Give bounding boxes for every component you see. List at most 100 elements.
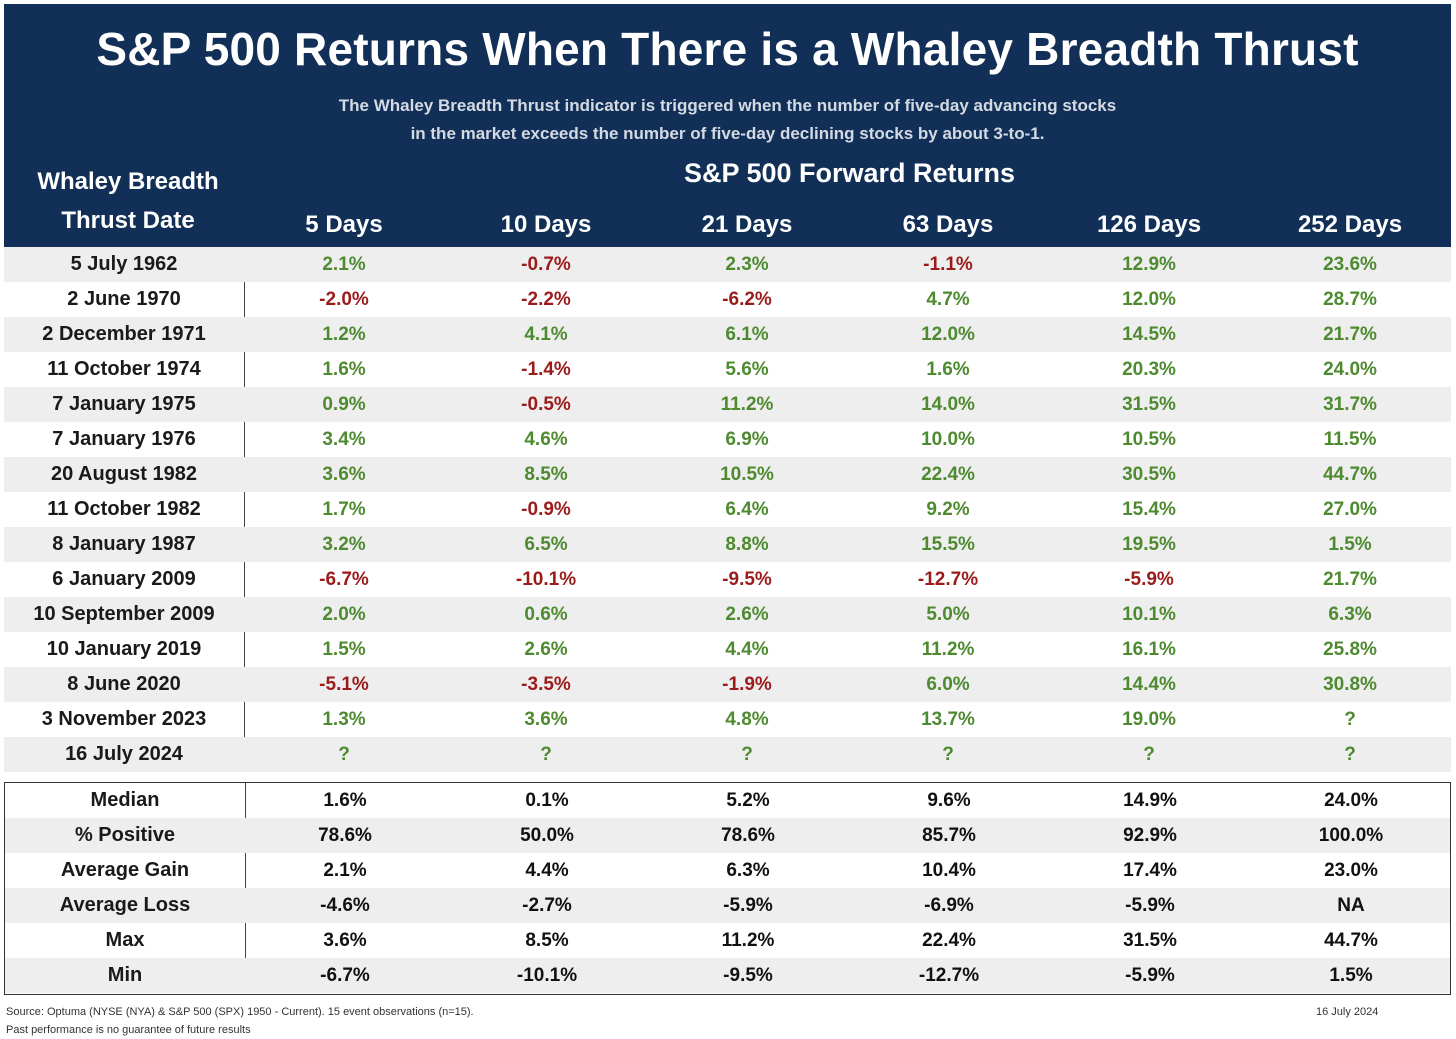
return-cell: 16.1% [1122,639,1176,660]
stat-cell: 5.2% [726,790,770,811]
stat-cell: -5.9% [1125,965,1175,986]
return-cell: 20.3% [1122,359,1176,380]
event-row: 8 January 1987 3.2% 6.5% 8.8% 15.5% 19.5% 1.5% [4,527,1451,562]
return-cell: -1.1% [923,254,973,275]
return-cell: 12.9% [1122,254,1176,275]
stat-cell: 31.5% [1123,930,1177,951]
stat-cell: 1.5% [1329,965,1373,986]
source-note: Source: Optuma (NYSE (NYA) & S&P 500 (SP… [6,1006,474,1018]
period-header-5d: 5 Days [305,211,383,238]
return-cell: 9.2% [926,499,970,520]
return-cell: ? [1344,744,1356,765]
return-cell: 22.4% [921,464,975,485]
events-table: 5 July 1962 2.1% -0.7% 2.3% -1.1% 12.9% 23.6% 2… [4,247,1451,772]
return-cell: 11.2% [720,394,774,415]
return-cell: ? [540,744,552,765]
page-subtitle: The Whaley Breadth Thrust indicator is t… [4,92,1451,148]
return-cell: 6.4% [725,499,769,520]
return-cell: 6.3% [1328,604,1372,625]
stat-cell: 6.3% [726,860,770,881]
return-cell: ? [338,744,350,765]
event-row: 2 December 1971 1.2% 4.1% 6.1% 12.0% 14.5% 21.… [4,317,1451,352]
return-cell: 24.0% [1323,359,1377,380]
event-date: 10 September 2009 [33,603,215,625]
period-header-252d: 252 Days [1297,211,1403,238]
return-cell: 12.0% [921,324,975,345]
event-row: 11 October 1982 1.7% -0.9% 6.4% 9.2% 15.4% 27.… [4,492,1451,527]
return-cell: 1.6% [926,359,970,380]
stat-cell: 50.0% [520,825,574,846]
return-cell: 8.8% [725,534,769,555]
stat-row: Max 3.6% 8.5% 11.2% 22.4% 31.5% 44.7% [5,923,1450,958]
stat-cell: 85.7% [922,825,976,846]
stat-cell: 10.4% [922,860,976,881]
return-cell: 10.0% [921,429,975,450]
stat-cell: 100.0% [1318,825,1384,846]
summary-stats-table: Median 1.6% 0.1% 5.2% 9.6% 14.9% 24.0% % Positi… [5,783,1450,993]
return-cell: -10.1% [515,569,577,590]
stat-cell: 11.2% [721,930,775,951]
stat-label: Average Loss [59,894,191,916]
event-row: 16 July 2024?????? [4,737,1451,772]
return-cell: 21.7% [1323,569,1377,590]
date-header-line-2: Thrust Date [61,207,195,234]
stat-cell: 22.4% [922,930,976,951]
stat-cell: -2.7% [522,895,572,916]
return-cell: 14.5% [1122,324,1176,345]
stat-cell: -4.6% [320,895,370,916]
return-cell: 4.7% [926,289,970,310]
event-date: 3 November 2023 [41,708,207,730]
return-cell: 1.5% [322,639,366,660]
stat-cell: 17.4% [1123,860,1177,881]
return-cell: -5.9% [1124,569,1174,590]
return-cell: 31.5% [1122,394,1176,415]
event-row: 20 August 1982 3.6% 8.5% 10.5% 22.4% 30.5% 44.… [4,457,1451,492]
return-cell: -0.5% [521,394,571,415]
return-cell: 0.9% [322,394,366,415]
stat-label: Average Gain [60,859,190,881]
return-cell: 23.6% [1323,254,1377,275]
event-row: 3 November 2023 1.3% 3.6% 4.8% 13.7% 19.0%? [4,702,1451,737]
stat-row: % Positive 78.6% 50.0% 78.6% 85.7% 92.9% 100.0… [5,818,1450,853]
return-cell: -5.1% [319,674,369,695]
period-header-63d: 63 Days [902,211,994,238]
period-header-10d: 10 Days [500,211,592,238]
return-cell: 2.3% [725,254,769,275]
stat-cell: NA [1337,895,1365,916]
header-banner: S&P 500 Returns When There is a Whaley B… [4,4,1451,247]
return-cell: 14.4% [1122,674,1176,695]
stat-row: Average Gain 2.1% 4.4% 6.3% 10.4% 17.4% 23.0% [5,853,1450,888]
stat-cell: -6.9% [924,895,974,916]
stat-cell: -6.7% [320,965,370,986]
return-cell: 2.0% [322,604,366,625]
return-cell: -0.7% [521,254,571,275]
stat-row: Median 1.6% 0.1% 5.2% 9.6% 14.9% 24.0% [5,783,1450,818]
return-cell: 3.6% [322,464,366,485]
return-cell: -0.9% [521,499,571,520]
stat-cell: -5.9% [1125,895,1175,916]
return-cell: 2.1% [322,254,366,275]
return-cell: 31.7% [1323,394,1377,415]
return-cell: 10.5% [1122,429,1176,450]
event-date: 11 October 1974 [47,358,201,380]
stat-cell: -5.9% [723,895,773,916]
forward-returns-header: S&P 500 Forward Returns [683,158,1016,188]
return-cell: 19.0% [1122,709,1176,730]
event-date: 7 January 1975 [52,393,196,415]
stat-cell: 78.6% [721,825,775,846]
event-row: 7 January 1975 0.9% -0.5% 11.2% 14.0% 31.5% 31… [4,387,1451,422]
return-cell: 3.2% [322,534,366,555]
return-cell: ? [1143,744,1155,765]
return-cell: 28.7% [1323,289,1377,310]
return-cell: -2.0% [319,289,369,310]
return-cell: -1.9% [722,674,772,695]
date-column-header: Whaley Breadth Thrust Date [8,162,248,240]
stat-cell: 23.0% [1324,860,1378,881]
event-row: 11 October 1974 1.6% -1.4% 5.6% 1.6% 20.3% 24.… [4,352,1451,387]
stat-cell: -12.7% [918,965,980,986]
stat-label: % Positive [74,824,176,846]
event-row: 7 January 1976 3.4% 4.6% 6.9% 10.0% 10.5% 11.5… [4,422,1451,457]
return-cell: 4.6% [524,429,568,450]
return-cell: 1.6% [322,359,366,380]
return-cell: 11.2% [921,639,975,660]
